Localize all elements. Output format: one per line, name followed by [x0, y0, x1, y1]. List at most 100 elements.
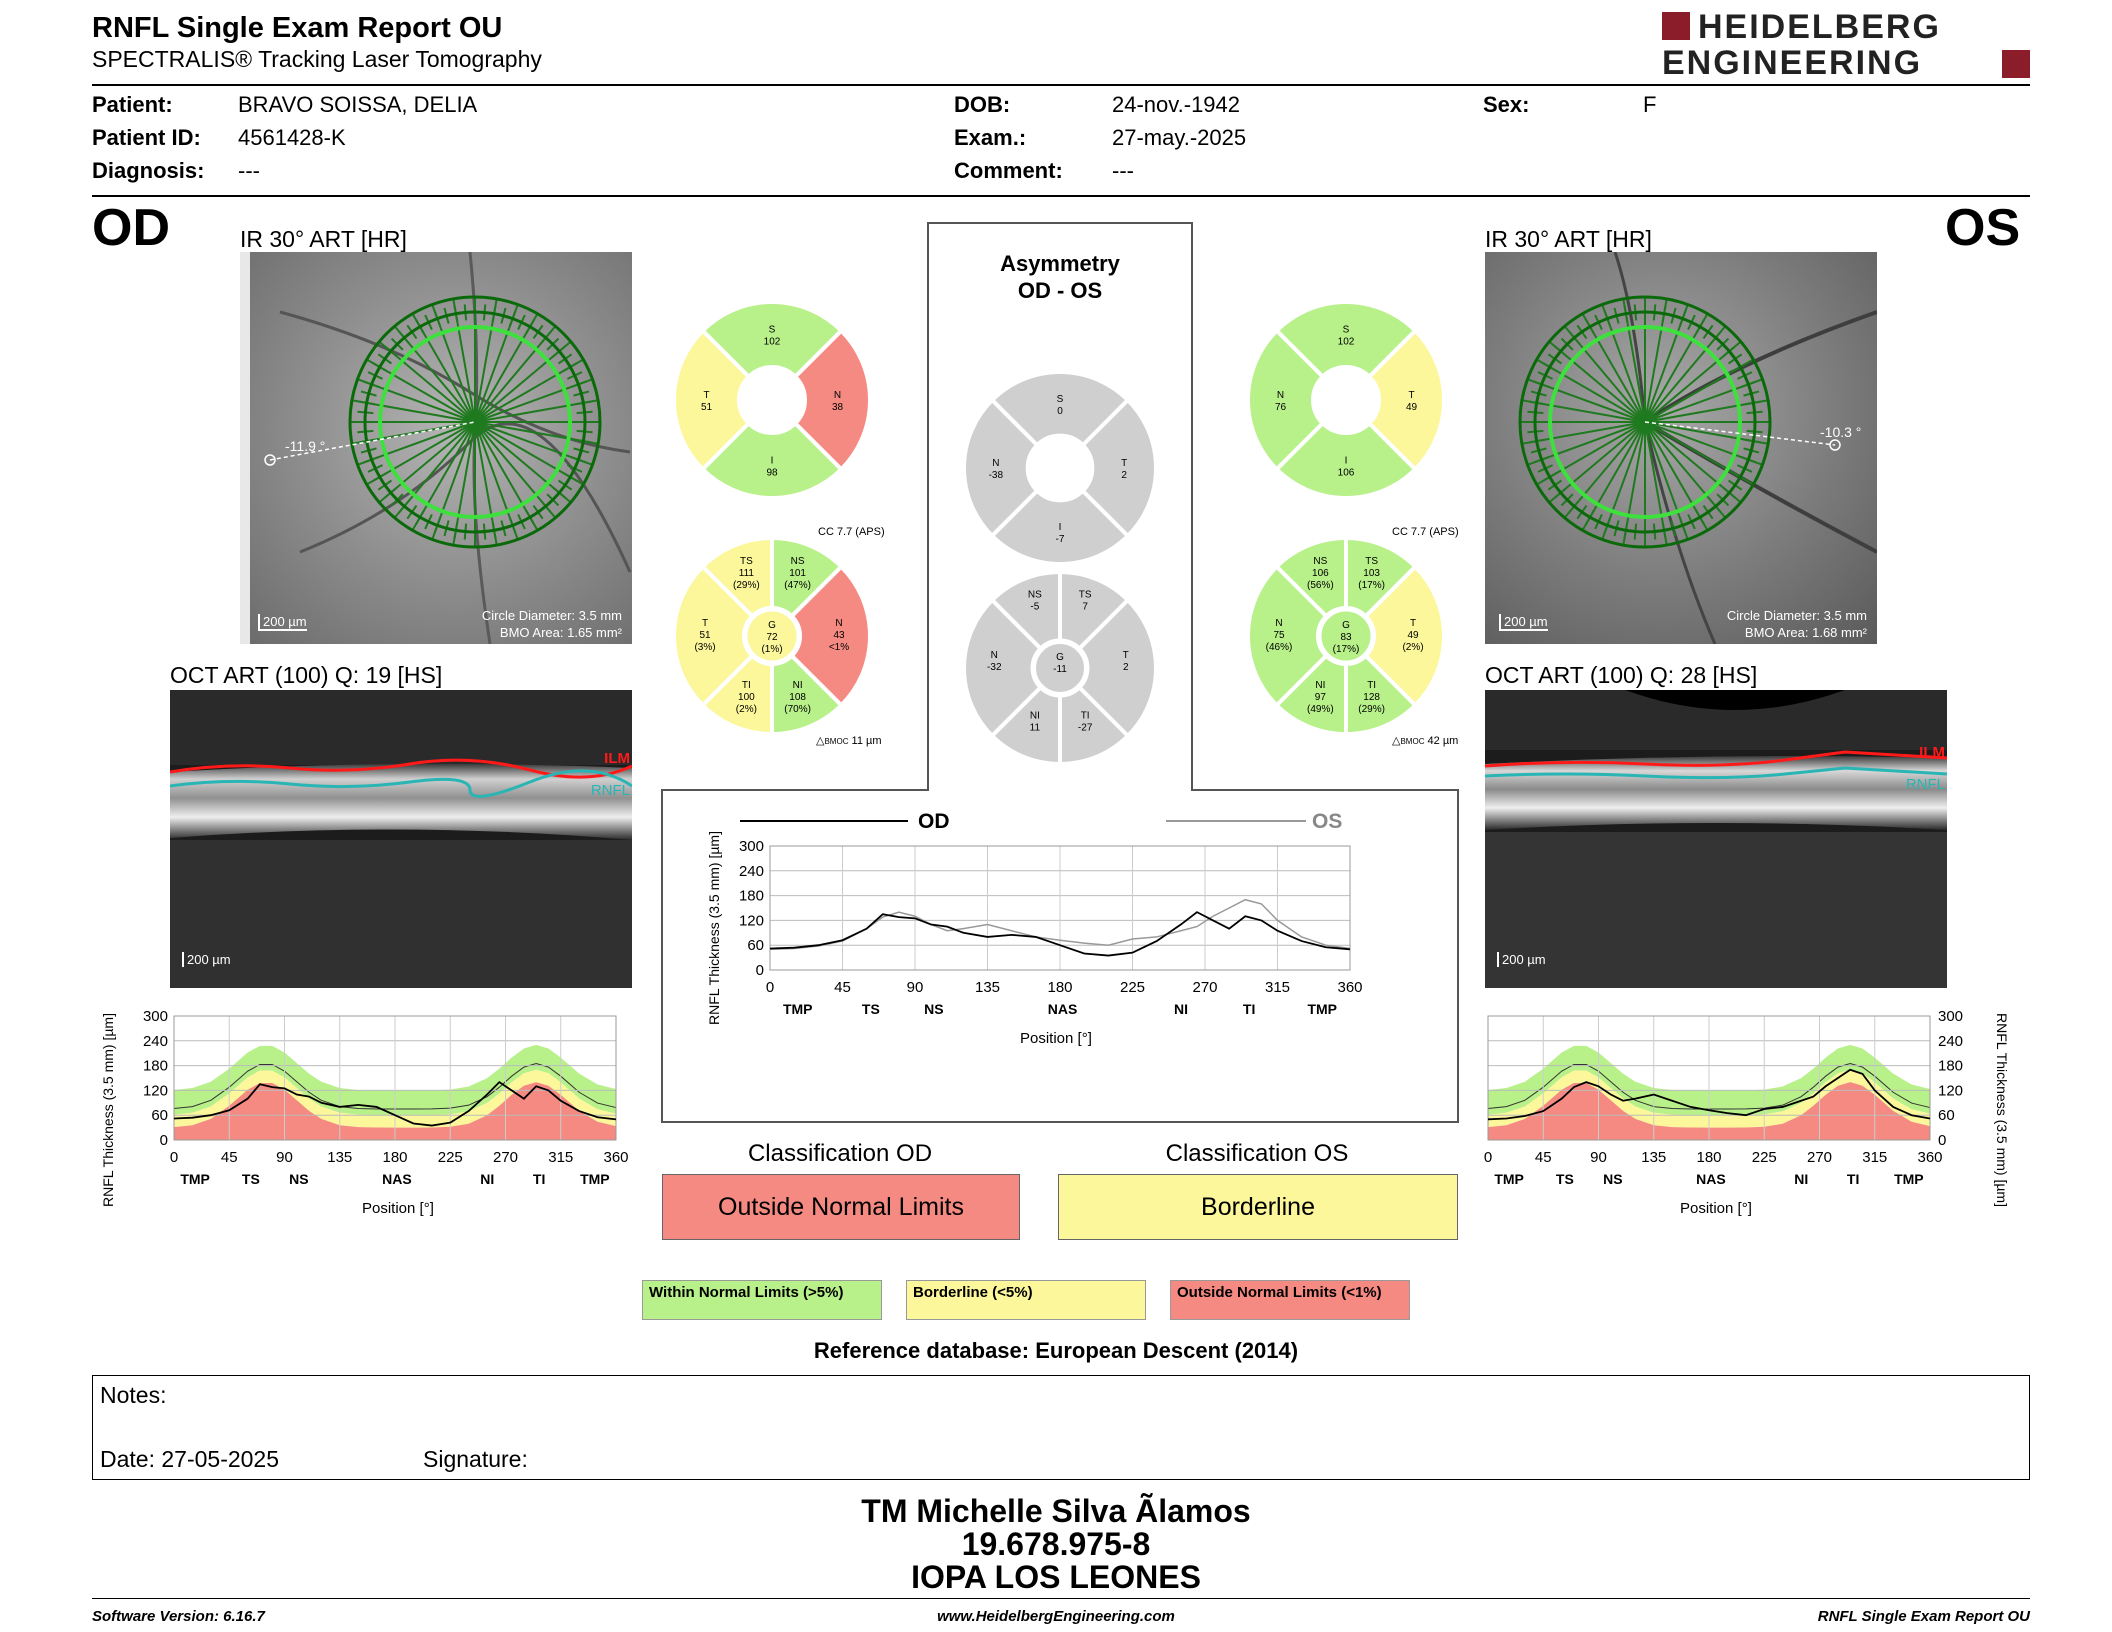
sector-g: [1033, 641, 1087, 695]
od-bmoc: △BMOC 11 µm: [816, 735, 882, 747]
x-tick-270: 270: [493, 1149, 518, 1166]
x-tick-135: 135: [975, 979, 1000, 996]
sector-tick-ts: TS: [862, 1001, 880, 1017]
sector-tick-ts: TS: [1556, 1171, 1574, 1187]
os-xlabel: Position [°]: [1680, 1200, 1752, 1217]
os-ilm-label: ILM: [1919, 744, 1945, 761]
sector-tick-ni: NI: [480, 1171, 494, 1187]
od-oct-scale: 200 µm: [182, 952, 231, 967]
quadrant-i: [989, 488, 1131, 566]
sector-tick-ni: NI: [1174, 1001, 1188, 1017]
y-tick-180: 180: [1938, 1058, 1963, 1075]
quadrant-label-s: S 102: [1338, 325, 1355, 348]
od-scale-bar: 200 µm: [258, 614, 307, 631]
patient-divider: [92, 195, 2030, 197]
sector-label-t: T 51 (3%): [694, 618, 715, 653]
quadrant-t: [1366, 327, 1446, 473]
sector-label-n: N -32: [987, 650, 1002, 673]
legend-outside-normal: Outside Normal Limits (<1%): [1170, 1280, 1410, 1320]
x-tick-180: 180: [382, 1149, 407, 1166]
quadrant-label-i: I 98: [766, 456, 778, 479]
od-angle: -11.9 °: [285, 438, 326, 454]
sector-tick-ni: NI: [1794, 1171, 1808, 1187]
od-legend-label: OD: [918, 810, 950, 833]
sector-t: [672, 563, 756, 709]
sector-label-g: G 83 (17%): [1333, 620, 1360, 655]
od-fundus-image: -11.9 ° 200 µm Circle Diameter: 3.5 mm B…: [240, 252, 632, 644]
x-tick-0: 0: [170, 1149, 178, 1166]
sector-label-ti: TI -27: [1078, 711, 1093, 734]
sector-label-ni: NI 108 (70%): [784, 680, 811, 715]
x-tick-360: 360: [603, 1149, 628, 1166]
quadrant-s: [1273, 300, 1419, 380]
signature-label: Signature:: [423, 1446, 528, 1472]
quadrant-label-n: N 76: [1275, 390, 1287, 413]
x-tick-90: 90: [276, 1149, 293, 1166]
quadrant-label-t: T 49: [1406, 390, 1418, 413]
software-version: Software Version: 6.16.7: [92, 1608, 265, 1625]
quadrant-s: [989, 370, 1131, 448]
x-tick-225: 225: [438, 1149, 463, 1166]
logo-line1: HEIDELBERG: [1698, 8, 1941, 46]
report-title: RNFL Single Exam Report OU: [92, 12, 503, 44]
sector-label-g: G 72 (1%): [761, 620, 782, 655]
os-quadrant-chart: S 102 N 76 I 106 T 49: [1246, 300, 1446, 500]
os-eye-label: OS: [1945, 199, 2021, 257]
sector-tick-tmp: TMP: [783, 1001, 813, 1017]
quadrant-s: [699, 300, 845, 380]
od-ylabel: RNFL Thickness (3.5 mm) [µm]: [100, 1013, 116, 1207]
y-tick-0: 0: [756, 962, 764, 979]
od-profile-chart: 0 60 120 180 240 300 0 45 90 135 180 225 270 315 360 TM…: [143, 1008, 629, 1187]
sector-tick-ti: TI: [1847, 1171, 1859, 1187]
x-tick-270: 270: [1807, 1149, 1832, 1166]
os-circle-diameter: Circle Diameter: 3.5 mm: [1726, 608, 1867, 623]
y-tick-120: 120: [1938, 1082, 1963, 1099]
x-tick-135: 135: [327, 1149, 352, 1166]
x-tick-360: 360: [1917, 1149, 1942, 1166]
os-legend-line: [1166, 820, 1306, 822]
logo-line2: ENGINEERING: [1662, 44, 1923, 82]
y-tick-240: 240: [143, 1033, 168, 1050]
od-cc-label: CC 7.7 (APS): [818, 526, 885, 538]
y-tick-180: 180: [143, 1058, 168, 1075]
quadrant-label-n: N 38: [832, 390, 844, 413]
exam-value: 27-may.-2025: [1112, 125, 1247, 150]
sector-tick-ns: NS: [924, 1001, 943, 1017]
sector-ns: [989, 570, 1062, 652]
x-tick-90: 90: [907, 979, 924, 996]
sector-t: [1076, 597, 1158, 739]
od-oct-title: OCT ART (100) Q: 19 [HS]: [170, 662, 443, 688]
sector-ts: [1058, 570, 1131, 652]
os-angle: -10.3 °: [1820, 424, 1862, 440]
exam-label: Exam.:: [954, 125, 1027, 150]
x-tick-225: 225: [1752, 1149, 1777, 1166]
y-tick-0: 0: [160, 1132, 168, 1149]
sector-ts: [699, 536, 774, 620]
sector-t: [1362, 563, 1446, 709]
os-classification-box: Borderline: [1058, 1174, 1458, 1240]
x-tick-315: 315: [1862, 1149, 1887, 1166]
quadrant-label-s: S 102: [764, 325, 781, 348]
od-bmoc-value: 11 µm: [851, 735, 882, 747]
clinic-name: IOPA LOS LEONES: [911, 1559, 1201, 1595]
os-series-line: [769, 898, 1351, 951]
y-tick-240: 240: [1938, 1033, 1963, 1050]
os-profile-chart: 0 60 120 180 240 300 0 45 90 135 180 225 270 315 360 TM…: [1484, 1008, 1963, 1187]
company-logo: HEIDELBERG ENGINEERING: [1662, 8, 2032, 82]
od-classification-title: Classification OD: [747, 1140, 933, 1167]
sector-label-ni: NI 97 (49%): [1307, 680, 1334, 715]
x-tick-270: 270: [1192, 979, 1217, 996]
report-subtitle: SPECTRALIS® Tracking Laser Tomography: [92, 46, 542, 72]
od-oct-bscan: ILM RNFL 200 µm: [170, 690, 632, 988]
os-series-line: [1487, 1068, 1931, 1121]
os-oct-scale: 200 µm: [1497, 952, 1546, 967]
x-tick-45: 45: [1535, 1149, 1552, 1166]
od-circle-diameter: Circle Diameter: 3.5 mm: [481, 608, 622, 623]
os-bmoc: △BMOC 42 µm: [1392, 735, 1459, 747]
sector-n: [788, 563, 872, 709]
sex-label: Sex:: [1483, 92, 1530, 117]
od-rnfl-label: RNFL: [590, 782, 630, 799]
